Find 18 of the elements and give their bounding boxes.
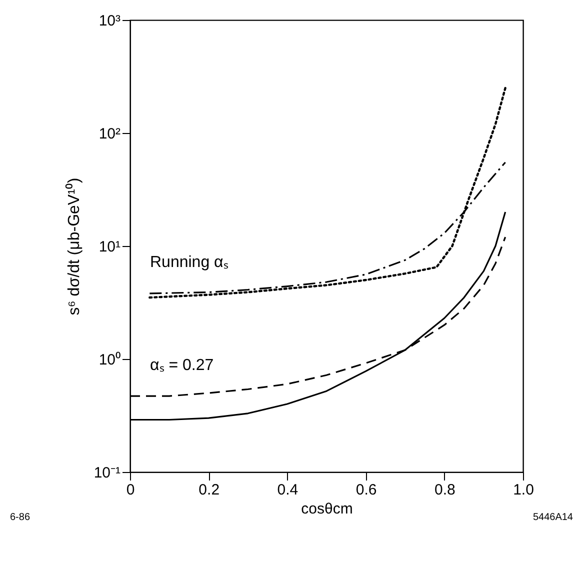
- text: 6-86: [10, 512, 30, 523]
- x-tick-label: 0.2: [198, 482, 220, 498]
- y-tick-label: 10¹: [98, 238, 120, 256]
- annotation: αₛ = 0.27: [150, 357, 214, 374]
- y-tick-label: 10⁻¹: [94, 464, 120, 482]
- x-tick-label: 0.8: [434, 482, 456, 498]
- y-tick-label: 10⁰: [98, 352, 120, 368]
- x-tick-label: 0.6: [356, 482, 377, 498]
- x-tick-label: 0.4: [277, 482, 298, 498]
- x-tick-label: 1.0: [513, 482, 534, 498]
- x-axis-title: cosθcm: [301, 500, 353, 518]
- x-tick-label: 0: [126, 482, 135, 498]
- text: 5446A14: [532, 512, 574, 523]
- y-tick-label: 10²: [98, 126, 120, 142]
- line-series: [148, 86, 506, 299]
- y-axis-title: s⁶ dσ/dt (μb-GeV¹⁰): [64, 178, 83, 316]
- annotation: Running αₛ: [150, 254, 228, 271]
- y-tick-label: 10³: [98, 12, 120, 30]
